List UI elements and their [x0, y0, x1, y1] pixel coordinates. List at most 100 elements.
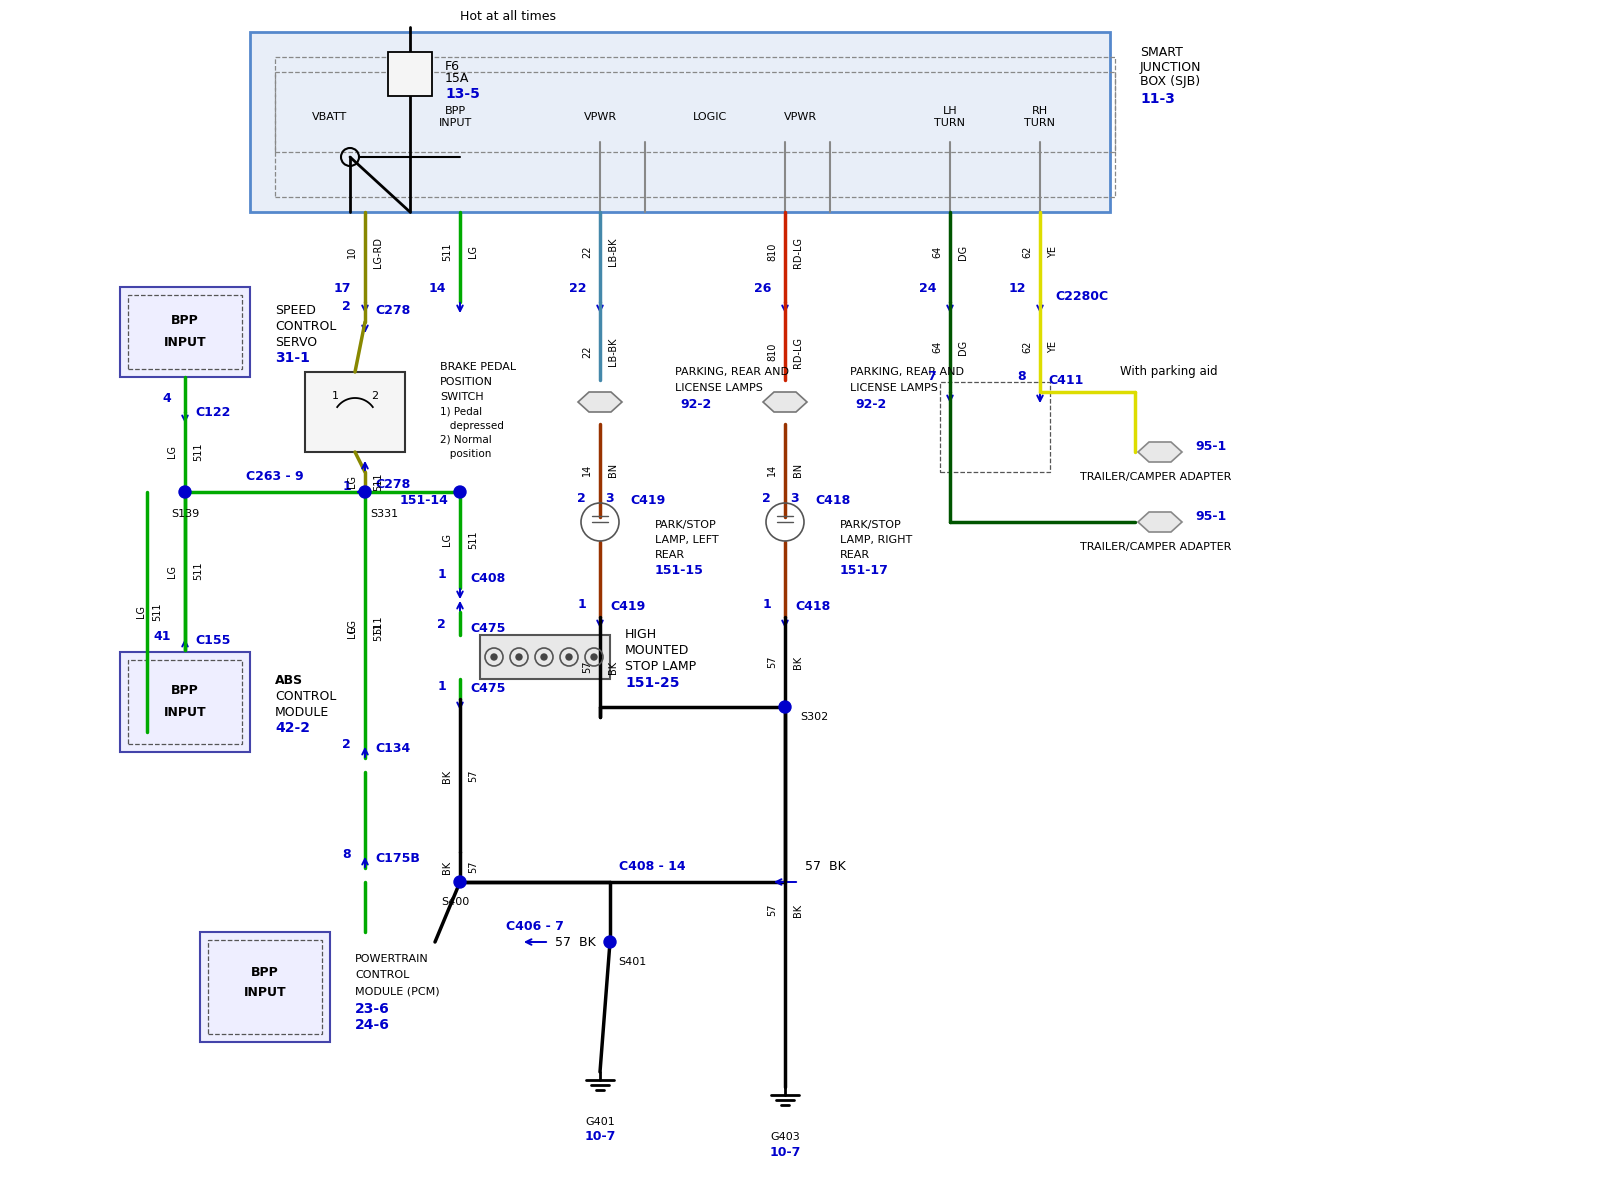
Text: 3: 3: [605, 492, 614, 505]
Circle shape: [179, 486, 190, 498]
Text: LH
TURN: LH TURN: [934, 106, 965, 128]
Text: INPUT: INPUT: [243, 986, 286, 999]
Text: 151-15: 151-15: [654, 565, 704, 577]
Text: BPP
INPUT: BPP INPUT: [438, 106, 472, 128]
Text: SWITCH: SWITCH: [440, 392, 483, 402]
Text: C122: C122: [195, 405, 230, 418]
Circle shape: [605, 936, 616, 948]
Text: 23-6: 23-6: [355, 1002, 390, 1016]
Text: HIGH: HIGH: [626, 628, 658, 641]
Text: 7: 7: [928, 371, 936, 384]
Bar: [120, 652, 250, 752]
Text: 1: 1: [762, 597, 771, 610]
Text: SMART: SMART: [1139, 45, 1182, 58]
Text: 17: 17: [333, 283, 350, 296]
Text: 10: 10: [347, 246, 357, 259]
Text: 2: 2: [371, 391, 379, 401]
Text: S331: S331: [370, 509, 398, 519]
Text: SPEED: SPEED: [275, 304, 315, 317]
Text: 15A: 15A: [445, 73, 469, 86]
Text: 57  BK: 57 BK: [555, 936, 595, 949]
Text: RD-LG: RD-LG: [794, 236, 803, 267]
Text: PARKING, REAR AND: PARKING, REAR AND: [675, 367, 789, 377]
Text: RD-LG: RD-LG: [794, 336, 803, 367]
Text: 14: 14: [429, 283, 446, 296]
Text: DG: DG: [958, 340, 968, 354]
Text: 810: 810: [766, 243, 778, 261]
Text: 8: 8: [1018, 371, 1026, 384]
Text: 64: 64: [931, 341, 942, 353]
Text: C419: C419: [630, 495, 666, 508]
Text: INPUT: INPUT: [163, 335, 206, 348]
Text: STOP LAMP: STOP LAMP: [626, 660, 696, 673]
Text: LG: LG: [166, 446, 178, 459]
Text: position: position: [440, 449, 491, 459]
Text: 1) Pedal: 1) Pedal: [440, 406, 482, 417]
Text: YE: YE: [1048, 341, 1058, 353]
Bar: [250, 32, 1110, 212]
Circle shape: [454, 876, 466, 888]
Circle shape: [566, 654, 573, 660]
Text: CONTROL: CONTROL: [275, 689, 336, 702]
Text: RH
TURN: RH TURN: [1024, 106, 1056, 128]
Text: BK: BK: [442, 861, 453, 874]
Text: YE: YE: [1048, 246, 1058, 257]
Circle shape: [358, 486, 371, 498]
Text: 511: 511: [373, 616, 382, 634]
Text: 95-1: 95-1: [1195, 441, 1226, 453]
Circle shape: [541, 654, 547, 660]
Text: G401: G401: [586, 1117, 614, 1126]
Text: 2: 2: [762, 492, 771, 505]
Text: C408 - 14: C408 - 14: [619, 861, 685, 874]
Bar: [128, 294, 242, 370]
Text: C134: C134: [374, 741, 410, 755]
Text: LAMP, RIGHT: LAMP, RIGHT: [840, 535, 912, 545]
Text: 511: 511: [373, 473, 382, 491]
Text: 12: 12: [1008, 283, 1026, 296]
Text: ABS: ABS: [275, 673, 302, 687]
Text: LG: LG: [136, 606, 146, 619]
Text: LG: LG: [166, 565, 178, 577]
Text: TRAILER/CAMPER ADAPTER: TRAILER/CAMPER ADAPTER: [1080, 472, 1232, 482]
Text: 22: 22: [568, 283, 586, 296]
Text: 511: 511: [194, 561, 203, 581]
Bar: [306, 372, 405, 452]
Text: 95-1: 95-1: [1195, 510, 1226, 523]
Text: LG: LG: [347, 619, 357, 632]
Text: C263 - 9: C263 - 9: [246, 471, 304, 484]
Text: 14: 14: [582, 464, 592, 476]
Text: CONTROL: CONTROL: [355, 970, 410, 980]
Text: DG: DG: [958, 244, 968, 260]
Text: MODULE: MODULE: [275, 706, 330, 719]
Text: 3: 3: [790, 492, 798, 505]
Bar: [941, 381, 1050, 472]
Text: S139: S139: [171, 509, 198, 519]
Text: 810: 810: [766, 343, 778, 361]
Text: VPWR: VPWR: [784, 112, 816, 122]
Text: BN: BN: [794, 462, 803, 477]
Text: LG: LG: [347, 476, 357, 489]
Text: 2) Normal: 2) Normal: [440, 435, 491, 445]
Polygon shape: [763, 392, 806, 412]
Text: C475: C475: [470, 621, 506, 634]
Text: 57: 57: [766, 656, 778, 669]
Circle shape: [491, 654, 498, 660]
Text: G403: G403: [770, 1132, 800, 1142]
Text: SERVO: SERVO: [275, 335, 317, 348]
Text: depressed: depressed: [440, 421, 504, 432]
Text: 13-5: 13-5: [445, 87, 480, 101]
Bar: [275, 57, 1115, 197]
Text: CONTROL: CONTROL: [275, 319, 336, 333]
Text: 151-14: 151-14: [400, 493, 450, 507]
Text: 2: 2: [578, 492, 586, 505]
Text: BK: BK: [794, 904, 803, 917]
Text: C155: C155: [195, 633, 230, 646]
Text: 57: 57: [467, 770, 478, 782]
Text: BRAKE PEDAL: BRAKE PEDAL: [440, 362, 517, 372]
Text: 1: 1: [437, 569, 446, 582]
Text: 151-17: 151-17: [840, 565, 890, 577]
Text: LICENSE LAMPS: LICENSE LAMPS: [850, 383, 938, 393]
Text: LB-BK: LB-BK: [608, 237, 618, 266]
Text: 8: 8: [342, 849, 350, 862]
Text: 24-6: 24-6: [355, 1018, 390, 1032]
